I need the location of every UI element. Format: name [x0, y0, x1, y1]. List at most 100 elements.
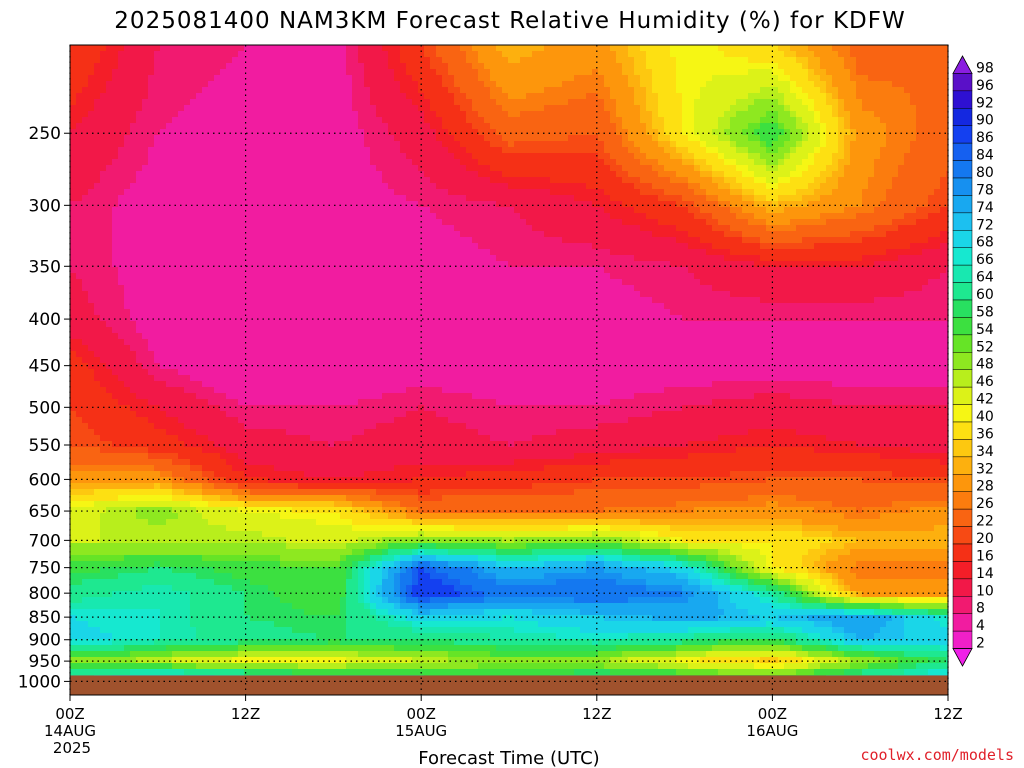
rh-cell: [70, 51, 77, 58]
rh-cell: [820, 165, 827, 172]
rh-cell: [934, 51, 941, 58]
rh-cell: [664, 147, 671, 154]
rh-cell: [844, 183, 851, 190]
rh-cell: [904, 129, 911, 136]
rh-cell: [826, 147, 833, 154]
rh-cell: [568, 165, 575, 172]
rh-cell: [724, 135, 731, 142]
rh-cell: [208, 231, 215, 238]
rh-cell: [628, 111, 635, 118]
rh-cell: [508, 207, 515, 214]
rh-cell: [514, 243, 521, 250]
rh-cell: [442, 105, 449, 112]
rh-cell: [502, 183, 509, 190]
rh-cell: [166, 45, 173, 52]
rh-cell: [442, 75, 449, 82]
rh-cell: [538, 81, 545, 88]
rh-cell: [76, 63, 83, 70]
rh-cell: [880, 183, 887, 190]
rh-cell: [256, 225, 263, 232]
rh-cell: [634, 45, 641, 52]
rh-cell: [364, 243, 371, 250]
rh-cell: [658, 201, 665, 208]
rh-cell: [604, 129, 611, 136]
rh-cell: [886, 123, 893, 130]
rh-cell: [832, 207, 839, 214]
rh-cell: [544, 189, 551, 196]
rh-cell: [214, 45, 221, 52]
rh-cell: [892, 165, 899, 172]
rh-cell: [778, 135, 785, 142]
rh-cell: [640, 147, 647, 154]
rh-cell: [826, 111, 833, 118]
rh-cell: [652, 153, 659, 160]
rh-cell: [580, 213, 587, 220]
rh-cell: [442, 141, 449, 148]
rh-cell: [808, 243, 815, 250]
rh-cell: [256, 171, 263, 178]
rh-cell: [472, 159, 479, 166]
rh-cell: [112, 87, 119, 94]
rh-cell: [916, 219, 923, 226]
rh-cell: [628, 231, 635, 238]
rh-cell: [616, 195, 623, 202]
rh-cell: [382, 69, 389, 76]
rh-cell: [214, 93, 221, 100]
rh-cell: [640, 213, 647, 220]
rh-cell: [190, 63, 197, 70]
rh-cell: [622, 81, 629, 88]
rh-cell: [514, 105, 521, 112]
rh-cell: [442, 201, 449, 208]
rh-cell: [292, 207, 299, 214]
rh-cell: [256, 243, 263, 250]
rh-cell: [718, 243, 725, 250]
rh-cell: [574, 189, 581, 196]
rh-cell: [112, 75, 119, 82]
rh-cell: [322, 117, 329, 124]
rh-cell: [592, 111, 599, 118]
rh-cell: [892, 189, 899, 196]
rh-cell: [394, 81, 401, 88]
rh-cell: [682, 57, 689, 64]
rh-cell: [922, 135, 929, 142]
rh-cell: [502, 51, 509, 58]
rh-cell: [322, 153, 329, 160]
rh-cell: [814, 177, 821, 184]
rh-cell: [376, 135, 383, 142]
rh-cell: [712, 165, 719, 172]
rh-cell: [130, 111, 137, 118]
rh-cell: [856, 231, 863, 238]
rh-cell: [940, 135, 947, 142]
rh-cell: [736, 207, 743, 214]
rh-cell: [334, 177, 341, 184]
rh-cell: [160, 147, 167, 154]
rh-cell: [346, 81, 353, 88]
rh-cell: [352, 231, 359, 238]
rh-cell: [370, 123, 377, 130]
rh-cell: [268, 111, 275, 118]
rh-cell: [202, 57, 209, 64]
rh-cell: [586, 105, 593, 112]
rh-cell: [562, 153, 569, 160]
rh-cell: [844, 237, 851, 244]
rh-cell: [520, 183, 527, 190]
rh-cell: [256, 195, 263, 202]
rh-cell: [490, 189, 497, 196]
rh-cell: [178, 225, 185, 232]
rh-cell: [478, 141, 485, 148]
rh-cell: [838, 51, 845, 58]
rh-cell: [526, 123, 533, 130]
rh-cell: [532, 87, 539, 94]
rh-cell: [502, 147, 509, 154]
rh-cell: [928, 93, 935, 100]
rh-cell: [484, 237, 491, 244]
rh-cell: [712, 213, 719, 220]
rh-cell: [334, 99, 341, 106]
rh-cell: [394, 99, 401, 106]
rh-cell: [568, 171, 575, 178]
rh-cell: [688, 99, 695, 106]
rh-cell: [934, 123, 941, 130]
rh-cell: [826, 177, 833, 184]
rh-cell: [184, 177, 191, 184]
rh-cell: [118, 135, 125, 142]
